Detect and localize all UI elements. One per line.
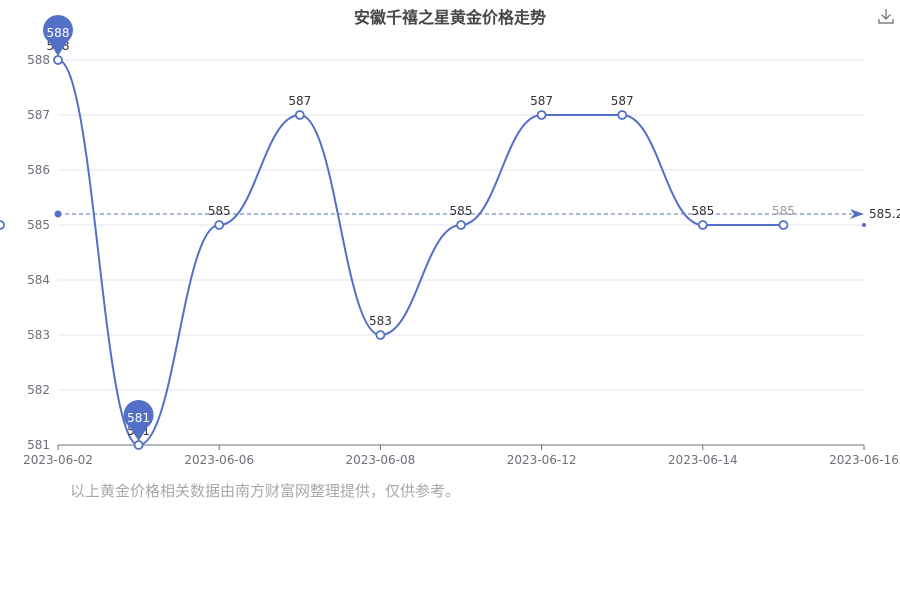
average-label: 585.2 bbox=[869, 207, 900, 221]
data-point bbox=[538, 111, 546, 119]
data-point bbox=[618, 111, 626, 119]
data-point bbox=[296, 111, 304, 119]
line-end-dot bbox=[862, 223, 866, 227]
data-label: 587 bbox=[611, 94, 634, 108]
x-tick-label: 2023-06-08 bbox=[346, 453, 416, 467]
data-label: 587 bbox=[530, 94, 553, 108]
data-point bbox=[135, 441, 143, 449]
data-point bbox=[215, 221, 223, 229]
data-point bbox=[779, 221, 787, 229]
average-arrow bbox=[850, 209, 864, 219]
data-label: 585 bbox=[691, 204, 714, 218]
data-label: 583 bbox=[369, 314, 392, 328]
y-tick-label: 581 bbox=[27, 438, 50, 452]
series-path bbox=[58, 60, 783, 445]
y-tick-label: 586 bbox=[27, 163, 50, 177]
data-point bbox=[0, 221, 4, 229]
data-point bbox=[376, 331, 384, 339]
footnote: 以上黄金价格相关数据由南方财富网整理提供，仅供参考。 bbox=[70, 480, 460, 501]
data-label: 587 bbox=[288, 94, 311, 108]
pin-label: 588 bbox=[47, 26, 70, 40]
extreme-markers: 588 581 bbox=[43, 15, 154, 441]
y-tick-label: 587 bbox=[27, 108, 50, 122]
y-tick-label: 585 bbox=[27, 218, 50, 232]
y-tick-label: 584 bbox=[27, 273, 50, 287]
x-tick-label: 2023-06-12 bbox=[507, 453, 577, 467]
x-tick-label: 2023-06-16 bbox=[829, 453, 899, 467]
data-points: 588 581 585 587 583 585 587 587 585 585 bbox=[0, 39, 866, 449]
average-start-dot bbox=[55, 211, 62, 218]
data-label: 585 bbox=[208, 204, 231, 218]
series-line bbox=[58, 60, 783, 445]
data-point bbox=[54, 56, 62, 64]
data-label: 585 bbox=[450, 204, 473, 218]
y-tick-label: 588 bbox=[27, 53, 50, 67]
x-tick-label: 2023-06-06 bbox=[184, 453, 254, 467]
y-tick-label: 583 bbox=[27, 328, 50, 342]
data-label: 585 bbox=[772, 204, 795, 218]
pin-label: 581 bbox=[127, 411, 150, 425]
data-point bbox=[699, 221, 707, 229]
y-tick-label: 582 bbox=[27, 383, 50, 397]
x-tick-label: 2023-06-14 bbox=[668, 453, 738, 467]
data-point bbox=[457, 221, 465, 229]
x-tick-label: 2023-06-02 bbox=[23, 453, 93, 467]
